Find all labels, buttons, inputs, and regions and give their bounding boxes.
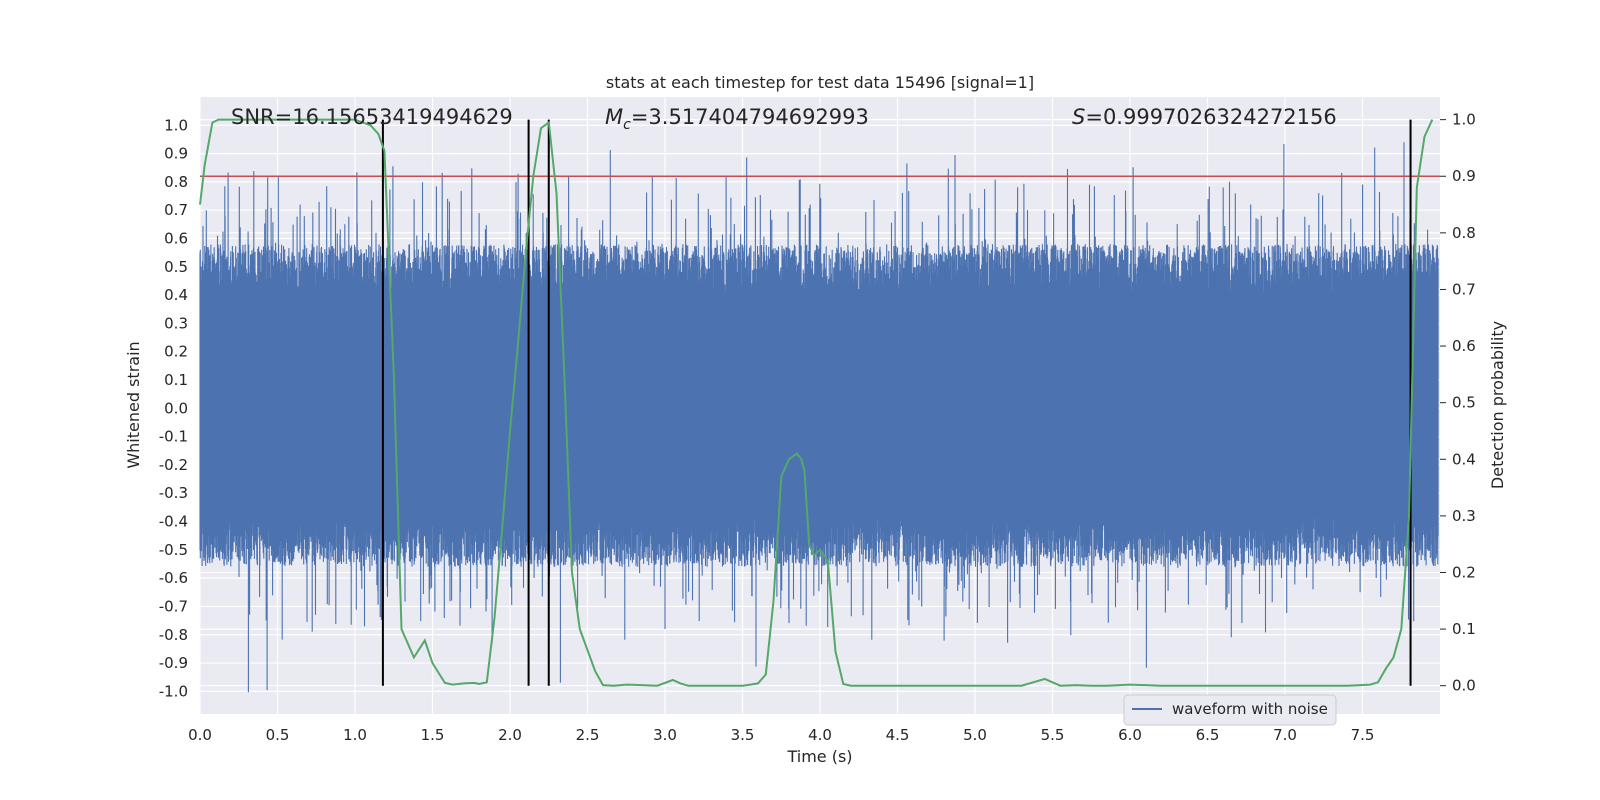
- y-tick-label: -0.5: [159, 541, 188, 559]
- snr-annotation: SNR=16.15653419494629: [231, 105, 513, 129]
- legend: waveform with noise: [1123, 694, 1337, 726]
- y-tick-label: -0.7: [159, 597, 188, 615]
- x-tick-label: 3.0: [653, 726, 677, 744]
- y-tick-label: -0.3: [159, 484, 188, 502]
- x-tick-label: 7.0: [1273, 726, 1297, 744]
- x-tick-label: 5.0: [963, 726, 987, 744]
- s-value: =0.9997026324272156: [1085, 105, 1336, 129]
- x-tick-label: 7.5: [1351, 726, 1375, 744]
- y-tick-label: -0.2: [159, 456, 188, 474]
- y-tick-label: 0.8: [164, 173, 188, 191]
- x-tick-label: 4.0: [808, 726, 832, 744]
- y-tick-label: 0.6: [164, 230, 188, 248]
- y-right-tick-label: 0.6: [1452, 337, 1476, 355]
- x-tick-label: 5.5: [1041, 726, 1065, 744]
- y-right-tick-label: 0.1: [1452, 620, 1476, 638]
- y-tick-label: 0.9: [164, 145, 188, 163]
- y-right-tick-label: 0.3: [1452, 507, 1476, 525]
- x-tick-label: 6.0: [1118, 726, 1142, 744]
- y-tick-label: 0.0: [164, 399, 188, 417]
- y-tick-label: -0.8: [159, 626, 188, 644]
- y-tick-label: -0.6: [159, 569, 188, 587]
- mc-value: =3.517404794692993: [631, 105, 869, 129]
- y-tick-label: -0.9: [159, 654, 188, 672]
- legend-label: waveform with noise: [1172, 700, 1328, 718]
- y-right-tick-label: 0.7: [1452, 280, 1476, 298]
- y-tick-label: 0.5: [164, 258, 188, 276]
- x-ticks: 0.0 0.5 1.0 1.5 2.0 2.5 3.0 3.5 4.0 4.5 5.0 5.5 6.0 6…: [188, 726, 1374, 744]
- x-tick-label: 2.0: [498, 726, 522, 744]
- mc-subscript: c: [623, 117, 631, 133]
- x-tick-label: 2.5: [576, 726, 600, 744]
- y-tick-label: 1.0: [164, 116, 188, 134]
- y-tick-label: -0.4: [159, 513, 188, 531]
- mc-symbol: M: [605, 105, 623, 129]
- y-right-tick-label: 0.9: [1452, 167, 1476, 185]
- x-tick-label: 0.0: [188, 726, 212, 744]
- s-symbol: S: [1072, 105, 1085, 129]
- y-tick-label: -1.0: [159, 682, 188, 700]
- x-axis-label: Time (s): [786, 747, 852, 766]
- y-axis-label: Whitened strain: [124, 341, 143, 468]
- y-tick-label: 0.4: [164, 286, 188, 304]
- legend-box: [1123, 694, 1337, 726]
- waveform-trace: [199, 142, 1439, 693]
- x-tick-label: 6.5: [1196, 726, 1220, 744]
- chart-title: stats at each timestep for test data 154…: [606, 73, 1034, 92]
- y-tick-label: -0.1: [159, 428, 188, 446]
- mc-annotation: Mc=3.517404794692993: [605, 105, 869, 133]
- y-right-tick-label: 1.0: [1452, 111, 1476, 129]
- x-tick-label: 3.5: [731, 726, 755, 744]
- y-tick-label: 0.2: [164, 343, 188, 361]
- y-tick-label: 0.1: [164, 371, 188, 389]
- y-right-tick-label: 0.8: [1452, 224, 1476, 242]
- s-annotation: S=0.9997026324272156: [1072, 105, 1337, 129]
- x-tick-label: 1.0: [343, 726, 367, 744]
- x-tick-label: 0.5: [266, 726, 290, 744]
- y-right-tick-label: 0.5: [1452, 394, 1476, 412]
- y-right-axis-label: Detection probability: [1488, 321, 1507, 489]
- y-right-tick-label: 0.4: [1452, 450, 1476, 468]
- waveform-series: [199, 142, 1439, 693]
- y-ticks-right: 1.0 0.9 0.8 0.7 0.6 0.5 0.4 0.3 0.2 0.1 0.0: [1440, 111, 1476, 695]
- y-ticks-left: 1.0 0.9 0.8 0.7 0.6 0.5 0.4 0.3 0.2 0.1 0.0 -0.1 -0.…: [159, 116, 188, 700]
- y-tick-label: 0.7: [164, 201, 188, 219]
- x-tick-label: 1.5: [421, 726, 445, 744]
- y-right-tick-label: 0.2: [1452, 563, 1476, 581]
- y-right-tick-label: 0.0: [1452, 677, 1476, 695]
- detection-probability-line: [199, 118, 1434, 687]
- y-tick-label: 0.3: [164, 314, 188, 332]
- x-tick-label: 4.5: [886, 726, 910, 744]
